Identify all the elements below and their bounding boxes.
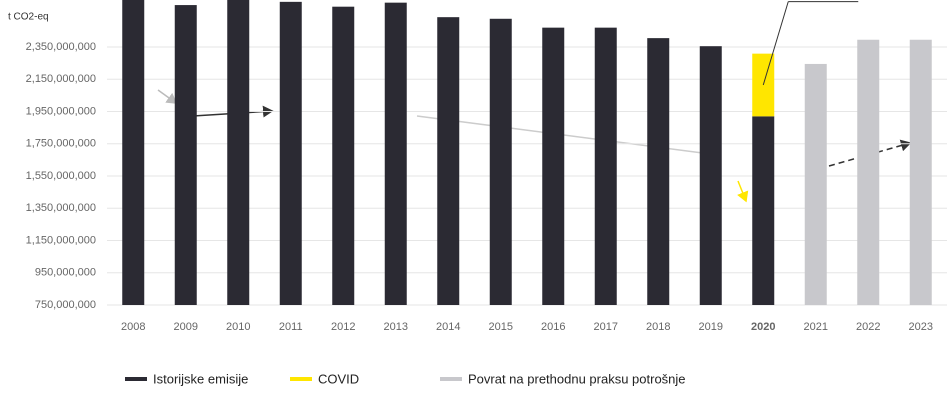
y-tick-label: 1,150,000,000 xyxy=(26,234,96,246)
bar xyxy=(279,1,302,305)
y-tick-label: 1,950,000,000 xyxy=(26,105,96,117)
y-tick-label: 2,350,000,000 xyxy=(26,41,96,53)
x-tick-label: 2022 xyxy=(856,321,880,333)
bar xyxy=(647,38,670,305)
bar xyxy=(542,27,565,306)
x-tick-label: 2011 xyxy=(279,321,303,333)
y-tick-label: 1,750,000,000 xyxy=(26,138,96,150)
legend-swatch xyxy=(290,377,312,381)
bar xyxy=(804,63,827,306)
y-tick-label: 750,000,000 xyxy=(35,299,96,311)
x-tick-label: 2012 xyxy=(331,321,355,333)
x-tick-label: 2018 xyxy=(646,321,670,333)
y-tick-label: 1,550,000,000 xyxy=(26,170,96,182)
legend-swatch xyxy=(440,377,462,381)
bar xyxy=(857,39,880,306)
bar xyxy=(227,0,250,305)
legend-label: COVID xyxy=(318,371,359,386)
legend-swatch xyxy=(125,377,147,381)
bar xyxy=(174,5,197,305)
x-tick-label: 2009 xyxy=(174,321,198,333)
bar xyxy=(332,6,355,305)
bar xyxy=(752,116,775,306)
x-tick-label: 2019 xyxy=(699,321,723,333)
bar xyxy=(384,2,407,305)
x-tick-label: 2021 xyxy=(804,321,828,333)
bar xyxy=(594,27,617,306)
bar xyxy=(489,18,512,305)
trend-arrows xyxy=(157,89,912,203)
bar xyxy=(437,17,460,305)
label-leader xyxy=(762,1,789,86)
y-axis-label: t CO2-eq xyxy=(8,12,49,23)
x-tick-label: 2016 xyxy=(541,321,565,333)
y-tick-label: 1,350,000,000 xyxy=(26,202,96,214)
bar xyxy=(122,0,145,306)
x-tick-label: 2020 xyxy=(751,321,775,333)
x-tick-label: 2010 xyxy=(226,321,250,333)
legend-label: Istorijske emisije xyxy=(153,371,248,386)
x-tick-label: 2023 xyxy=(909,321,933,333)
x-tick-label: 2014 xyxy=(436,321,460,333)
y-tick-label: 2,150,000,000 xyxy=(26,73,96,85)
bar xyxy=(699,46,722,305)
bar xyxy=(909,39,932,306)
legend-label: Povrat na prethodnu praksu potrošnje xyxy=(468,371,686,386)
y-tick-label: 950,000,000 xyxy=(35,267,96,279)
x-tick-label: 2008 xyxy=(121,321,145,333)
x-tick-label: 2013 xyxy=(384,321,408,333)
x-tick-label: 2015 xyxy=(489,321,513,333)
x-tick-label: 2017 xyxy=(594,321,618,333)
